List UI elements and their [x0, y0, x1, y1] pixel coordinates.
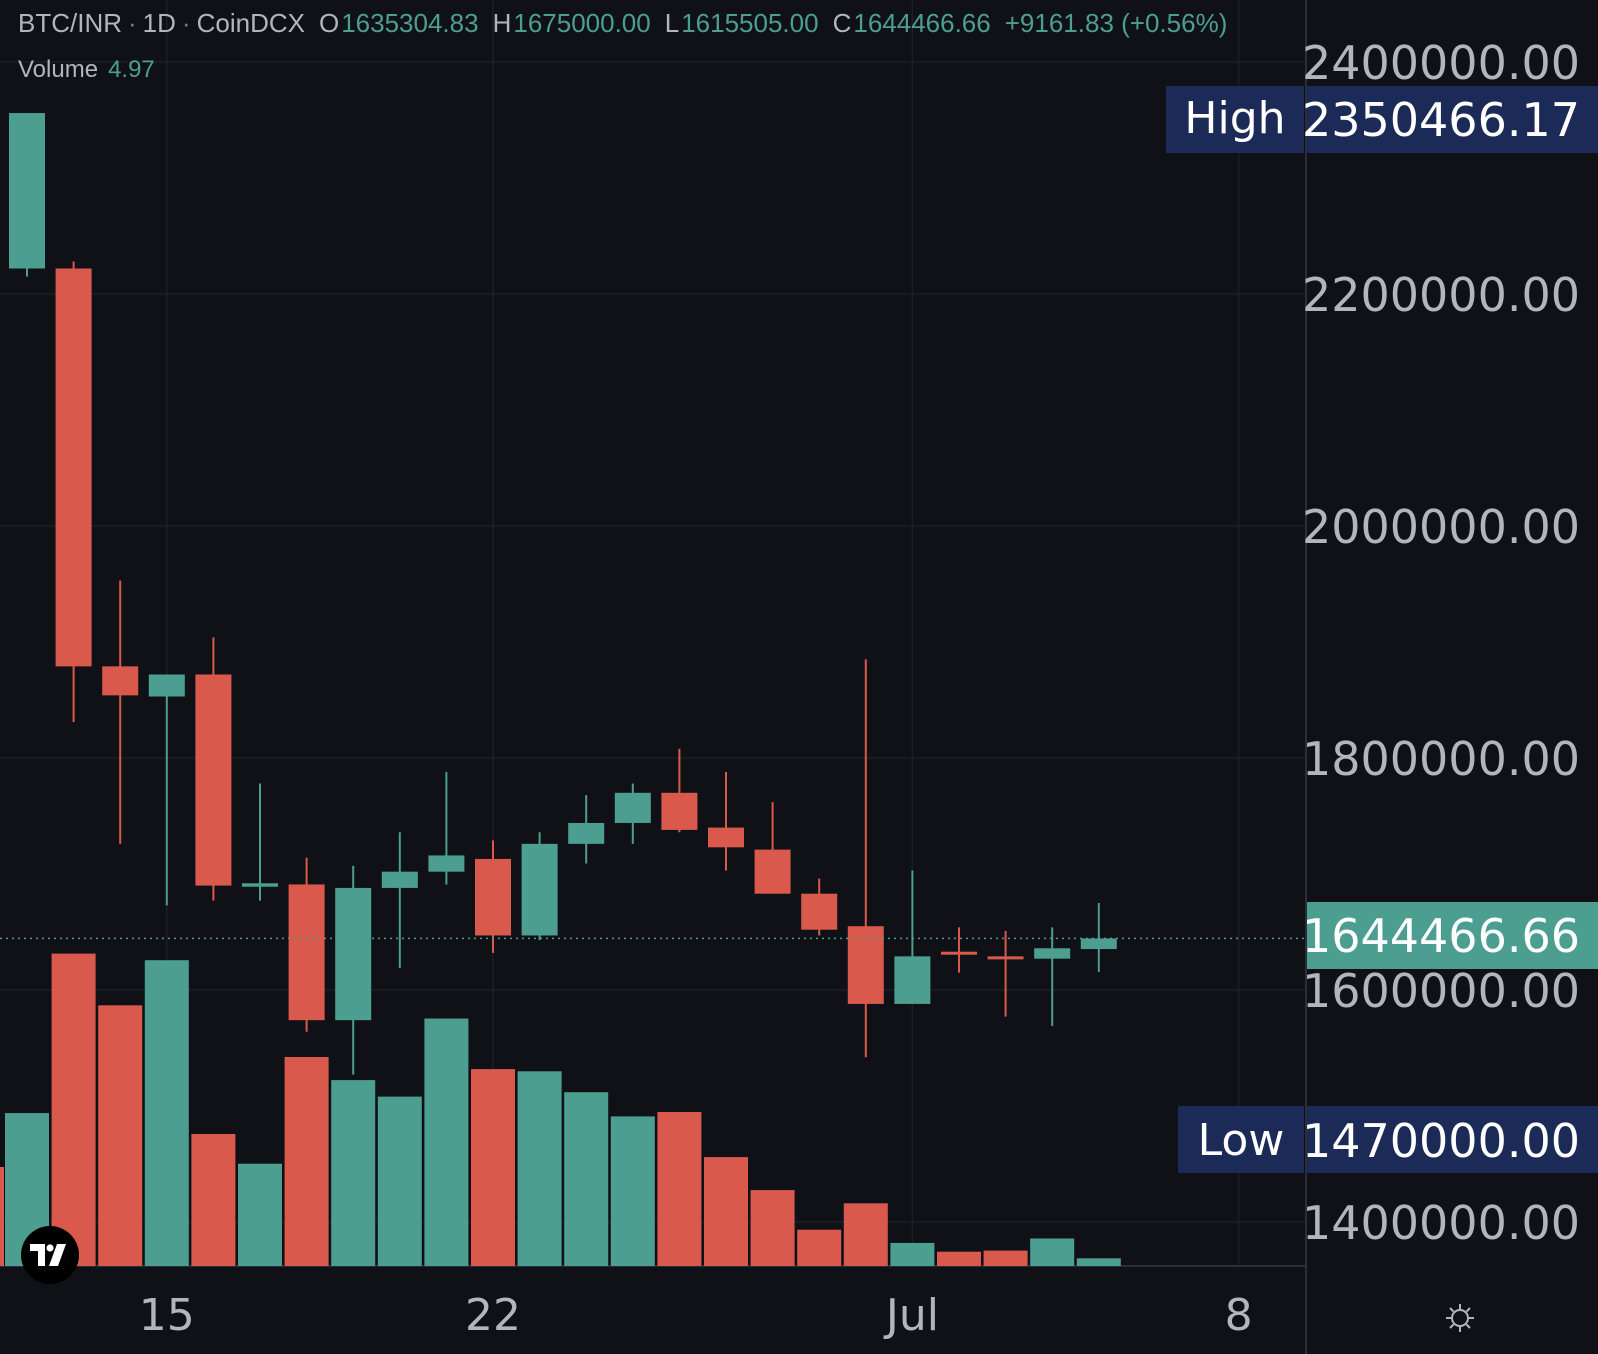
- price-tick-label: 1400000.00: [1302, 1196, 1580, 1250]
- time-axis[interactable]: 15 22 Jul 8: [139, 1290, 1253, 1341]
- close-label: C: [832, 8, 852, 38]
- last-price-badge: 1644466.66: [1302, 902, 1598, 969]
- candle-body: [381, 871, 418, 888]
- open-value: 1635304.83: [341, 8, 479, 38]
- volume-bar: [517, 1071, 562, 1266]
- low-value: 1615505.00: [681, 8, 819, 38]
- time-tick-label: 15: [139, 1290, 195, 1341]
- volume-bar: [284, 1057, 329, 1266]
- volume-bar: [144, 960, 189, 1266]
- high-value: 1675000.00: [513, 8, 651, 38]
- candles: [9, 113, 1117, 1075]
- price-tick-label: 1600000.00: [1302, 964, 1580, 1018]
- candle-body: [102, 666, 139, 696]
- change-value: +9161.83 (+0.56%): [1004, 8, 1228, 38]
- high-badge-label: High: [1184, 93, 1285, 144]
- candle-body: [568, 822, 605, 844]
- volume-bar: [98, 1005, 143, 1266]
- volume-bar: [51, 953, 96, 1266]
- volume-bar: [610, 1116, 655, 1266]
- candle-body: [941, 951, 977, 955]
- candle-body: [428, 855, 465, 872]
- candle-body: [754, 849, 791, 894]
- volume-bar: [797, 1229, 842, 1266]
- candle-body: [335, 887, 372, 1021]
- volume-bar: [424, 1018, 469, 1266]
- high-badge-value: 2350466.17: [1302, 93, 1580, 147]
- price-tick-label: 2200000.00: [1302, 268, 1580, 322]
- exchange-name: CoinDCX: [196, 8, 305, 38]
- symbol-legend: BTC/INR · 1D · CoinDCX O1635304.83 H1675000.00…: [18, 8, 1227, 39]
- time-tick-label: 22: [465, 1290, 521, 1341]
- candle-body: [475, 858, 511, 936]
- candle-body: [987, 956, 1024, 960]
- gear-icon[interactable]: [1444, 1302, 1476, 1334]
- volume-bar: [238, 1163, 282, 1266]
- candle-body: [9, 113, 45, 269]
- legend-separator: ·: [128, 8, 137, 38]
- low-badge-value: 1470000.00: [1302, 1114, 1580, 1168]
- open-label: O: [318, 8, 340, 38]
- candle-body: [801, 893, 838, 930]
- low-badge: Low 1470000.00: [1178, 1106, 1598, 1173]
- candle-body: [614, 792, 651, 823]
- last-price-value: 1644466.66: [1302, 909, 1580, 963]
- volume-bar: [937, 1251, 981, 1266]
- tradingview-logo-icon[interactable]: [21, 1226, 79, 1284]
- volume-bar: [191, 1134, 236, 1266]
- volume-bar: [331, 1080, 376, 1266]
- volume-label[interactable]: Volume: [18, 56, 99, 83]
- low-label: L: [664, 8, 680, 38]
- volume-value: 4.97: [108, 56, 155, 83]
- volume-bar: [564, 1092, 609, 1266]
- candle-body: [521, 843, 558, 936]
- price-tick-label: 1800000.00: [1302, 732, 1580, 786]
- price-tick-label: 2000000.00: [1302, 500, 1580, 554]
- volume-bars: [0, 953, 1121, 1266]
- interval-label[interactable]: 1D: [142, 8, 176, 38]
- candle-body: [288, 884, 325, 1021]
- price-axis[interactable]: 2400000.00 2200000.00 2000000.00 1800000.00…: [1302, 36, 1580, 1250]
- candle-body: [195, 674, 232, 886]
- candle-body: [1080, 938, 1117, 950]
- candle-body: [55, 268, 92, 667]
- high-label: H: [492, 8, 512, 38]
- grid-lines: [0, 0, 1306, 1266]
- volume-bar: [983, 1250, 1028, 1266]
- time-tick-label: 8: [1225, 1290, 1253, 1341]
- close-value: 1644466.66: [853, 8, 991, 38]
- candle-body: [894, 956, 931, 1004]
- volume-bar: [657, 1112, 702, 1266]
- legend-separator: ·: [181, 8, 191, 38]
- volume-bar: [750, 1190, 795, 1266]
- time-tick-label: Jul: [883, 1290, 939, 1341]
- volume-bar: [471, 1069, 515, 1266]
- volume-bar: [843, 1203, 888, 1266]
- volume-bar: [1030, 1238, 1075, 1266]
- high-badge: High 2350466.17: [1166, 86, 1598, 153]
- volume-bar: [890, 1242, 935, 1266]
- volume-legend: Volume 4.97: [18, 56, 155, 84]
- candle-body: [242, 883, 278, 887]
- price-tick-label: 2400000.00: [1302, 36, 1580, 90]
- candle-body: [661, 792, 698, 830]
- volume-bar: [704, 1157, 748, 1266]
- volume-bar: [1076, 1258, 1121, 1266]
- candle-body: [708, 827, 744, 848]
- symbol-name[interactable]: BTC/INR: [18, 8, 122, 38]
- volume-bar: [0, 1167, 4, 1266]
- volume-bar: [377, 1096, 422, 1266]
- low-badge-label: Low: [1198, 1115, 1285, 1166]
- candle-body: [148, 674, 185, 697]
- candle-body: [1034, 948, 1071, 959]
